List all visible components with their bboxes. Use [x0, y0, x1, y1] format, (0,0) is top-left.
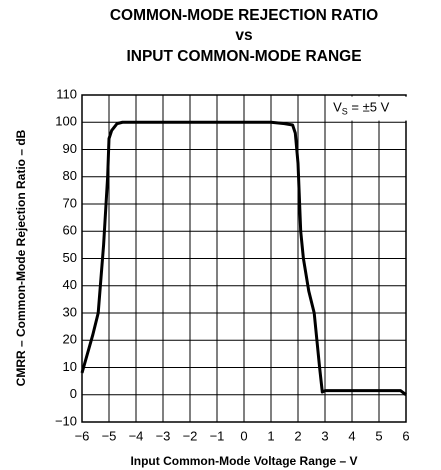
- x-tick-label: −2: [183, 428, 198, 443]
- y-tick-label: 80: [63, 168, 77, 183]
- y-tick-label: 30: [63, 304, 77, 319]
- x-tick-label: 1: [267, 428, 274, 443]
- x-tick-label: 0: [240, 428, 247, 443]
- x-tick-label: −5: [102, 428, 117, 443]
- x-tick-label: 6: [402, 428, 409, 443]
- annotation-part: S: [342, 107, 348, 117]
- x-tick-label: 5: [375, 428, 382, 443]
- y-tick-label: 70: [63, 195, 77, 210]
- x-tick-label: 3: [321, 428, 328, 443]
- x-tick-label: 2: [294, 428, 301, 443]
- y-tick-label: 90: [63, 141, 77, 156]
- y-axis-label: CMRR – Common-Mode Rejection Ratio – dB: [14, 129, 28, 386]
- y-tick-label: 0: [70, 386, 77, 401]
- chart-title: INPUT COMMON-MODE RANGE: [126, 48, 361, 65]
- y-tick-label: 10: [63, 359, 77, 374]
- x-tick-label: −1: [210, 428, 225, 443]
- annotation-box: [329, 96, 408, 121]
- x-axis-label: Input Common-Mode Voltage Range – V: [130, 454, 357, 468]
- x-tick-label: −4: [129, 428, 144, 443]
- annotation-part: V: [333, 100, 342, 115]
- annotation-part: = ±5 V: [348, 100, 390, 115]
- y-tick-label: 50: [63, 250, 77, 265]
- x-tick-label: 4: [348, 428, 355, 443]
- data-line: [80, 120, 407, 396]
- chart-title: vs: [235, 27, 252, 44]
- annotation: VS = ±5 V: [333, 100, 389, 117]
- y-tick-label: −10: [55, 413, 77, 428]
- y-tick-label: 110: [56, 86, 77, 101]
- plot-frame: [81, 94, 407, 423]
- x-tick-label: −6: [75, 428, 90, 443]
- chart-title: COMMON-MODE REJECTION RATIO: [110, 7, 378, 24]
- y-tick-label: 20: [63, 332, 77, 347]
- y-tick-label: 60: [63, 223, 77, 238]
- x-tick-label: −3: [156, 428, 171, 443]
- y-tick-label: 40: [63, 277, 77, 292]
- y-tick-label: 100: [55, 114, 77, 129]
